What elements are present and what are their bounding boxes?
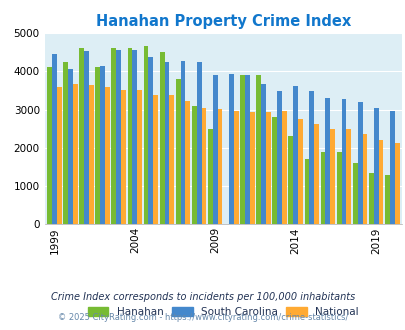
Bar bbox=[143, 47, 148, 224]
Bar bbox=[357, 102, 362, 224]
Bar bbox=[240, 75, 245, 224]
Bar bbox=[384, 175, 389, 224]
Bar bbox=[111, 48, 116, 224]
Bar bbox=[180, 61, 185, 224]
Bar bbox=[233, 111, 238, 224]
Bar bbox=[345, 129, 350, 224]
Bar bbox=[192, 106, 196, 224]
Bar bbox=[336, 152, 341, 224]
Bar bbox=[148, 57, 153, 224]
Bar bbox=[63, 62, 68, 224]
Bar bbox=[313, 124, 318, 224]
Bar bbox=[228, 74, 233, 224]
Bar bbox=[362, 134, 367, 224]
Bar bbox=[207, 129, 212, 224]
Bar bbox=[341, 99, 345, 224]
Bar bbox=[164, 62, 169, 224]
Bar bbox=[330, 129, 334, 224]
Bar bbox=[100, 66, 105, 224]
Bar bbox=[159, 52, 164, 224]
Bar bbox=[84, 51, 89, 224]
Bar bbox=[212, 75, 217, 224]
Bar bbox=[153, 95, 158, 224]
Bar bbox=[297, 119, 302, 224]
Bar bbox=[378, 140, 382, 224]
Text: © 2025 CityRating.com - https://www.cityrating.com/crime-statistics/: © 2025 CityRating.com - https://www.city… bbox=[58, 314, 347, 322]
Bar bbox=[292, 86, 297, 224]
Bar bbox=[272, 117, 277, 224]
Bar bbox=[325, 98, 330, 224]
Bar bbox=[320, 152, 325, 224]
Bar bbox=[245, 75, 249, 224]
Bar bbox=[68, 69, 72, 224]
Title: Hanahan Property Crime Index: Hanahan Property Crime Index bbox=[96, 14, 350, 29]
Bar bbox=[47, 67, 52, 224]
Bar bbox=[394, 143, 399, 224]
Bar bbox=[116, 50, 121, 224]
Bar bbox=[352, 163, 357, 224]
Bar bbox=[72, 84, 77, 224]
Bar bbox=[185, 101, 190, 224]
Bar bbox=[57, 86, 62, 224]
Bar bbox=[368, 173, 373, 224]
Bar bbox=[52, 54, 57, 224]
Bar bbox=[201, 108, 206, 224]
Bar bbox=[127, 48, 132, 224]
Bar bbox=[265, 112, 270, 224]
Bar bbox=[277, 91, 281, 224]
Bar bbox=[249, 112, 254, 224]
Text: Crime Index corresponds to incidents per 100,000 inhabitants: Crime Index corresponds to incidents per… bbox=[51, 292, 354, 302]
Bar bbox=[288, 136, 292, 224]
Bar bbox=[309, 91, 313, 224]
Bar bbox=[89, 85, 94, 224]
Bar bbox=[217, 109, 222, 224]
Bar bbox=[260, 83, 265, 224]
Bar bbox=[132, 50, 137, 224]
Bar bbox=[95, 67, 100, 224]
Bar bbox=[121, 90, 126, 224]
Bar bbox=[169, 95, 174, 224]
Bar bbox=[304, 159, 309, 224]
Bar bbox=[137, 90, 142, 224]
Legend: Hanahan, South Carolina, National: Hanahan, South Carolina, National bbox=[83, 302, 362, 321]
Bar bbox=[373, 108, 378, 224]
Bar bbox=[196, 62, 201, 224]
Bar bbox=[105, 86, 110, 224]
Bar bbox=[175, 79, 180, 224]
Bar bbox=[281, 111, 286, 224]
Bar bbox=[389, 111, 394, 224]
Bar bbox=[79, 48, 84, 224]
Bar bbox=[256, 75, 260, 224]
